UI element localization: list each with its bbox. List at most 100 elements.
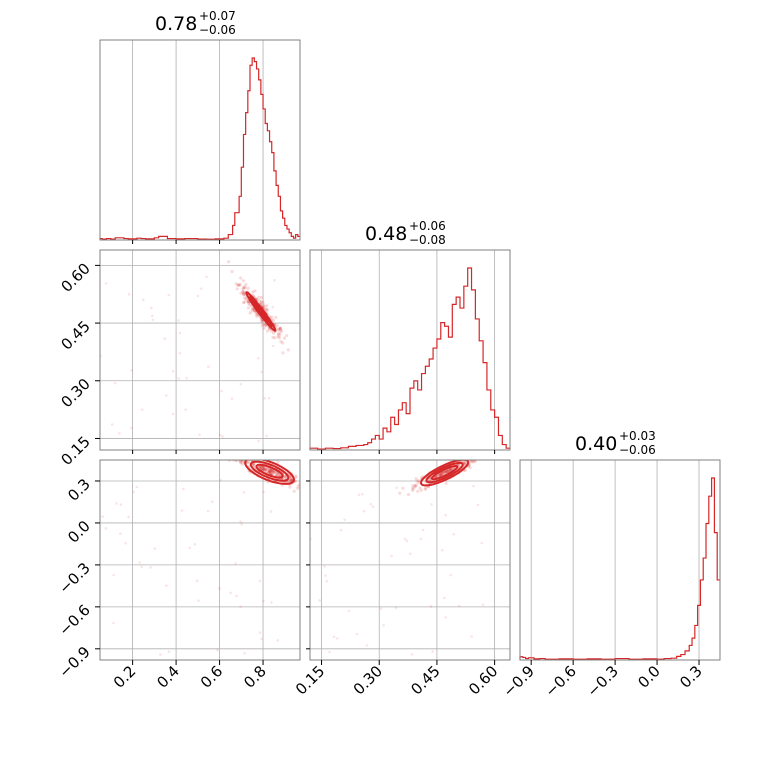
sample-point (290, 477, 294, 481)
sample-point (444, 469, 449, 473)
sample-point (259, 465, 263, 469)
sample-point (262, 467, 266, 471)
sample-point (416, 489, 420, 493)
sample-point (195, 579, 199, 583)
hist-panel-1-step (309, 267, 510, 450)
sample-point (269, 468, 273, 472)
sample-point (138, 561, 141, 564)
sample-point (269, 470, 273, 474)
joint-panel-0-1-frame (99, 249, 301, 451)
sample-point (261, 304, 265, 308)
sample-point (281, 351, 285, 355)
sample-point (199, 287, 203, 290)
sample-point (124, 541, 127, 545)
sample-point (239, 291, 243, 295)
sample-point (411, 486, 415, 490)
y-tick-label-2-0: −0.9 (55, 643, 93, 681)
sample-point (248, 311, 252, 315)
sample-point (463, 462, 467, 466)
sample-point (242, 300, 246, 305)
sample-point (259, 301, 263, 305)
sample-point (259, 466, 263, 470)
sample-point (188, 546, 191, 550)
sample-point (277, 331, 281, 336)
sample-point (470, 635, 474, 638)
sample-point (336, 637, 339, 640)
sample-point (264, 324, 268, 328)
sample-point (239, 382, 243, 386)
sample-point (275, 471, 279, 476)
sample-point (294, 475, 298, 480)
sample-point (239, 460, 243, 465)
sample-point (238, 460, 243, 464)
sample-point (382, 623, 385, 627)
sample-point (235, 594, 238, 598)
joint-panel-0-1-content (100, 260, 290, 443)
joint-panel-1-2-bg (310, 460, 510, 660)
sample-point (234, 562, 238, 565)
sample-point (270, 315, 274, 319)
sample-point (343, 518, 346, 522)
sample-point (265, 329, 270, 333)
sample-point (248, 302, 252, 307)
sample-point (369, 502, 373, 506)
sample-point (473, 460, 477, 463)
sample-point (151, 318, 155, 322)
sample-point (429, 605, 433, 608)
sample-point (197, 599, 200, 602)
sample-point (278, 326, 282, 330)
sample-point (259, 300, 263, 304)
sample-point (260, 295, 264, 300)
sample-point (130, 426, 133, 430)
y-tick-label-1-2: 0.45 (57, 317, 93, 353)
sample-point (443, 596, 446, 600)
title-median-0: 0.78 (155, 13, 197, 35)
sample-point (437, 473, 441, 477)
sample-point (405, 539, 409, 543)
sample-point (118, 432, 121, 435)
sample-point (303, 485, 306, 488)
sample-point (241, 452, 244, 455)
sample-point (268, 468, 272, 472)
sample-point (256, 356, 260, 360)
sample-point (475, 453, 478, 456)
sample-point (472, 484, 475, 488)
x-tick-label-1-0: 0.15 (292, 662, 328, 698)
sample-point (339, 528, 343, 532)
sample-point (262, 326, 266, 330)
sample-point (403, 537, 407, 541)
sample-point (467, 456, 470, 459)
sample-point (140, 565, 143, 569)
sample-point (171, 412, 175, 416)
y-tick-label-1-1: 0.30 (57, 375, 93, 411)
sample-point (260, 370, 263, 374)
sample-point (238, 460, 242, 463)
sample-point (275, 472, 279, 476)
hist-panel-1-frame (309, 249, 511, 451)
hist-panel-2-frame (519, 459, 721, 661)
sample-point (262, 467, 266, 472)
sample-point (423, 486, 428, 490)
sample-point (264, 467, 268, 472)
sample-point (294, 474, 298, 478)
sample-point (185, 376, 188, 380)
sample-point (241, 279, 246, 283)
sample-point (236, 283, 240, 287)
sample-point (306, 483, 309, 486)
sample-point (159, 653, 162, 656)
sample-point (296, 486, 300, 490)
sample-point (262, 599, 265, 603)
sample-point (452, 532, 455, 536)
sample-point (257, 439, 260, 443)
sample-point (444, 616, 447, 619)
sample-point (246, 306, 251, 310)
sample-point (439, 473, 443, 477)
sample-point (283, 475, 287, 479)
sample-point (379, 607, 383, 610)
sample-point (269, 510, 273, 513)
sample-point (240, 462, 244, 466)
sample-point (104, 282, 108, 285)
sample-point (229, 591, 232, 595)
sample-point (268, 468, 272, 473)
sample-point (127, 515, 130, 519)
